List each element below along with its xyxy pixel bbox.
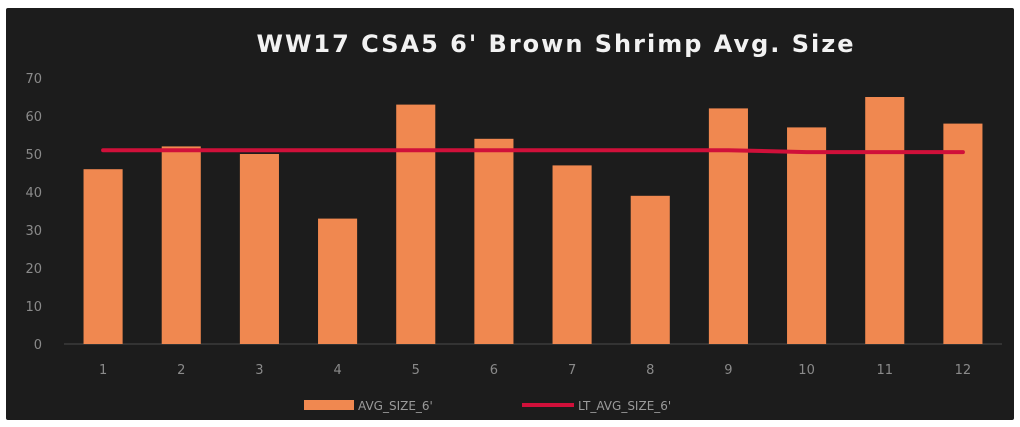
chart-title: WW17 CSA5 6' Brown Shrimp Avg. Size xyxy=(256,30,855,58)
y-tick-label: 40 xyxy=(25,186,42,201)
bar xyxy=(943,123,983,344)
x-tick-label: 1 xyxy=(99,363,107,378)
y-tick-label: 60 xyxy=(25,110,42,125)
y-tick-label: 10 xyxy=(25,300,42,315)
bar xyxy=(83,169,123,344)
y-tick-label: 0 xyxy=(34,338,42,353)
legend-bar-swatch xyxy=(304,400,354,410)
x-tick-label: 2 xyxy=(177,363,185,378)
y-tick-label: 50 xyxy=(25,148,42,163)
x-tick-label: 11 xyxy=(876,363,893,378)
bar xyxy=(787,127,827,345)
y-axis-ticks: 0 10 20 30 40 50 60 70 xyxy=(25,72,42,353)
legend: AVG_SIZE_6' LT_AVG_SIZE_6' xyxy=(304,399,671,413)
bar xyxy=(396,104,436,344)
bar xyxy=(239,154,279,344)
y-tick-label: 30 xyxy=(25,224,42,239)
bar-line-chart: WW17 CSA5 6' Brown Shrimp Avg. Size 0 10 2… xyxy=(25,30,1002,413)
y-tick-label: 20 xyxy=(25,262,42,277)
y-tick-label: 70 xyxy=(25,72,42,87)
x-axis-ticks: 1 2 3 4 5 6 7 8 9 10 11 12 xyxy=(99,363,971,378)
long-term-average-line xyxy=(101,148,965,155)
bar-series xyxy=(83,97,983,345)
bar xyxy=(630,195,670,344)
bar xyxy=(552,165,592,344)
x-tick-label: 12 xyxy=(955,363,972,378)
bar xyxy=(474,138,514,344)
bar xyxy=(708,108,748,345)
chart-container: WW17 CSA5 6' Brown Shrimp Avg. Size 0 10 2… xyxy=(6,8,1014,420)
x-tick-label: 8 xyxy=(646,363,654,378)
legend-line-label: LT_AVG_SIZE_6' xyxy=(578,399,671,413)
legend-bar-label: AVG_SIZE_6' xyxy=(358,399,433,413)
x-tick-label: 6 xyxy=(490,363,498,378)
bar xyxy=(865,97,905,344)
x-tick-label: 7 xyxy=(568,363,576,378)
x-tick-label: 10 xyxy=(798,363,815,378)
x-tick-label: 5 xyxy=(412,363,420,378)
x-tick-label: 4 xyxy=(333,363,341,378)
x-tick-label: 3 xyxy=(255,363,263,378)
bar xyxy=(161,146,201,344)
bar xyxy=(318,218,358,344)
x-tick-label: 9 xyxy=(724,363,732,378)
